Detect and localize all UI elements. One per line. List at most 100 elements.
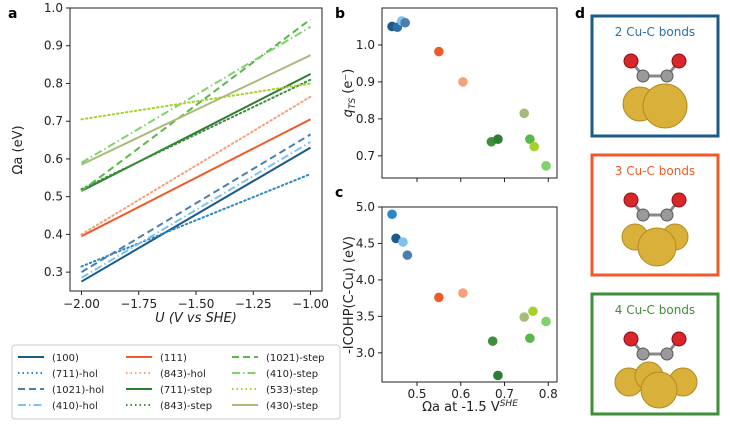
panel-c-xlabel-main: Ωa at -1.5 V	[422, 400, 500, 415]
series-line	[80, 173, 312, 268]
data-point	[387, 209, 397, 220]
panel-a-ytick-label: 0.6	[44, 152, 63, 166]
legend-label: (430)-step	[266, 401, 318, 412]
series-line	[80, 82, 312, 121]
panel-a-ytick-label: 0.3	[44, 265, 63, 279]
panel-c-ytick-label: 3.0	[356, 346, 375, 360]
panel-c-xtick-label: 0.8	[539, 387, 558, 401]
series-line	[81, 54, 311, 166]
panel-b-ylabel: qTS (e⁻)	[341, 69, 358, 118]
panel-a-xtick-label: −1.75	[120, 297, 157, 311]
data-point	[519, 108, 529, 119]
legend-label: (711)-hol	[52, 369, 98, 380]
legend-label: (410)-hol	[52, 401, 98, 412]
data-point	[398, 237, 408, 247]
legend-label: (843)-step	[160, 401, 212, 412]
data-point	[541, 316, 551, 327]
o-atom	[671, 331, 687, 347]
o-atom	[671, 53, 687, 69]
legend-label: (1021)-step	[266, 353, 325, 364]
panel-a-ytick-label: 0.9	[44, 39, 63, 53]
panel-a-xlabel: U (V vs SHE)	[155, 311, 237, 326]
panel-c-scatter: 0.5 0.6 0.7 0.8 3.0 3.5 4.0 4.5 5.0 Ωa at -1.5 V…	[342, 200, 558, 415]
o-atom	[623, 53, 639, 69]
data-point	[525, 333, 535, 344]
panel-b-ylabel-main: q	[341, 109, 356, 117]
data-point	[528, 306, 538, 317]
legend-frame	[11, 344, 341, 420]
panel-c-ylabel: -ICOHP(C-Cu) (eV)	[342, 236, 357, 354]
series-line	[80, 18, 312, 192]
o-atom	[671, 192, 687, 208]
legend-label: (843)-hol	[160, 369, 206, 380]
structure-box-2: 2 Cu-C bonds	[590, 14, 720, 138]
panel-b-ytick-label: 1.0	[356, 38, 375, 52]
series-line	[80, 78, 312, 191]
structure-box-4: 4 Cu-C bonds	[590, 292, 720, 416]
legend-label: (711)-step	[160, 385, 212, 396]
data-point	[434, 292, 444, 303]
panel-b-ylabel-sub: TS	[348, 98, 358, 109]
legend-label: (533)-step	[266, 385, 318, 396]
panel-a-ytick-label: 0.4	[44, 227, 63, 241]
data-point	[402, 250, 413, 260]
panel-letter-b: b	[335, 6, 345, 22]
structure-title: 4 Cu-C bonds	[615, 303, 695, 317]
panel-b-ytick-label: 0.9	[356, 75, 375, 89]
panel-b-ytick-label: 0.8	[356, 112, 375, 126]
series-line	[80, 141, 312, 279]
panel-c-xtick-label: 0.5	[407, 387, 426, 401]
panel-a-line-chart: −2.00 −1.75 −1.50 −1.25 −1.00 0.3 0.4 0.5 0.6 0.7…	[11, 1, 329, 326]
panel-a-ytick-label: 0.5	[44, 190, 63, 204]
panel-c-frame	[381, 206, 558, 383]
data-point	[400, 17, 410, 28]
panel-a-xtick-label: −2.00	[63, 297, 100, 311]
panel-b-scatter: 0.7 0.8 0.9 1.0 qTS (e⁻)	[341, 7, 558, 182]
panel-a-xtick-label: −1.50	[178, 297, 215, 311]
legend-label: (111)	[160, 353, 187, 364]
series-line	[80, 26, 312, 164]
data-point	[434, 46, 444, 57]
data-point	[458, 288, 468, 298]
cu-atom	[640, 371, 678, 409]
cu-atom	[637, 227, 677, 267]
panel-d-structures: 2 Cu-C bonds 3 Cu-C bonds 4 Cu-C bonds	[590, 14, 720, 416]
series-line	[80, 95, 312, 236]
panel-a-ylabel: Ωa (eV)	[11, 125, 26, 174]
data-point	[458, 77, 468, 87]
c-atom	[660, 347, 674, 361]
panel-c-xtick-label: 0.6	[451, 387, 470, 401]
panel-c-ytick-label: 4.5	[356, 236, 375, 250]
data-point	[487, 336, 498, 346]
panel-c-ytick-label: 4.0	[356, 273, 375, 287]
panel-letter-c: c	[335, 185, 343, 201]
cu-atom	[642, 83, 688, 129]
series-line	[80, 133, 312, 273]
c-atom	[636, 208, 650, 222]
data-point	[519, 312, 529, 322]
data-point	[493, 134, 503, 144]
panel-b-ylabel-rest: (e⁻)	[341, 69, 356, 98]
structure-box-3: 3 Cu-C bonds	[590, 153, 720, 277]
panel-letter-d: d	[575, 6, 585, 22]
panel-c-xtick-label: 0.7	[495, 387, 514, 401]
panel-c-xlabel: Ωa at -1.5 VSHE	[422, 399, 518, 415]
data-point	[529, 141, 540, 152]
data-point	[525, 134, 535, 144]
panel-a-ytick-label: 0.7	[44, 114, 63, 128]
legend-label: (410)-step	[266, 369, 318, 380]
o-atom	[623, 192, 639, 208]
c-atom	[660, 208, 674, 222]
panel-a-xtick-label: −1.00	[292, 297, 329, 311]
panel-c-xlabel-sup: SHE	[500, 399, 518, 409]
legend-label: (100)	[52, 353, 79, 364]
panel-a-ytick-label: 1.0	[44, 1, 63, 15]
panel-a-xtick-label: −1.25	[235, 297, 272, 311]
panel-b-ytick-label: 0.7	[356, 149, 375, 163]
c-atom	[636, 347, 650, 361]
series-line	[80, 118, 312, 238]
structure-title: 2 Cu-C bonds	[615, 25, 695, 39]
panel-b-frame	[381, 7, 558, 179]
panel-a-ytick-label: 0.8	[44, 76, 63, 90]
